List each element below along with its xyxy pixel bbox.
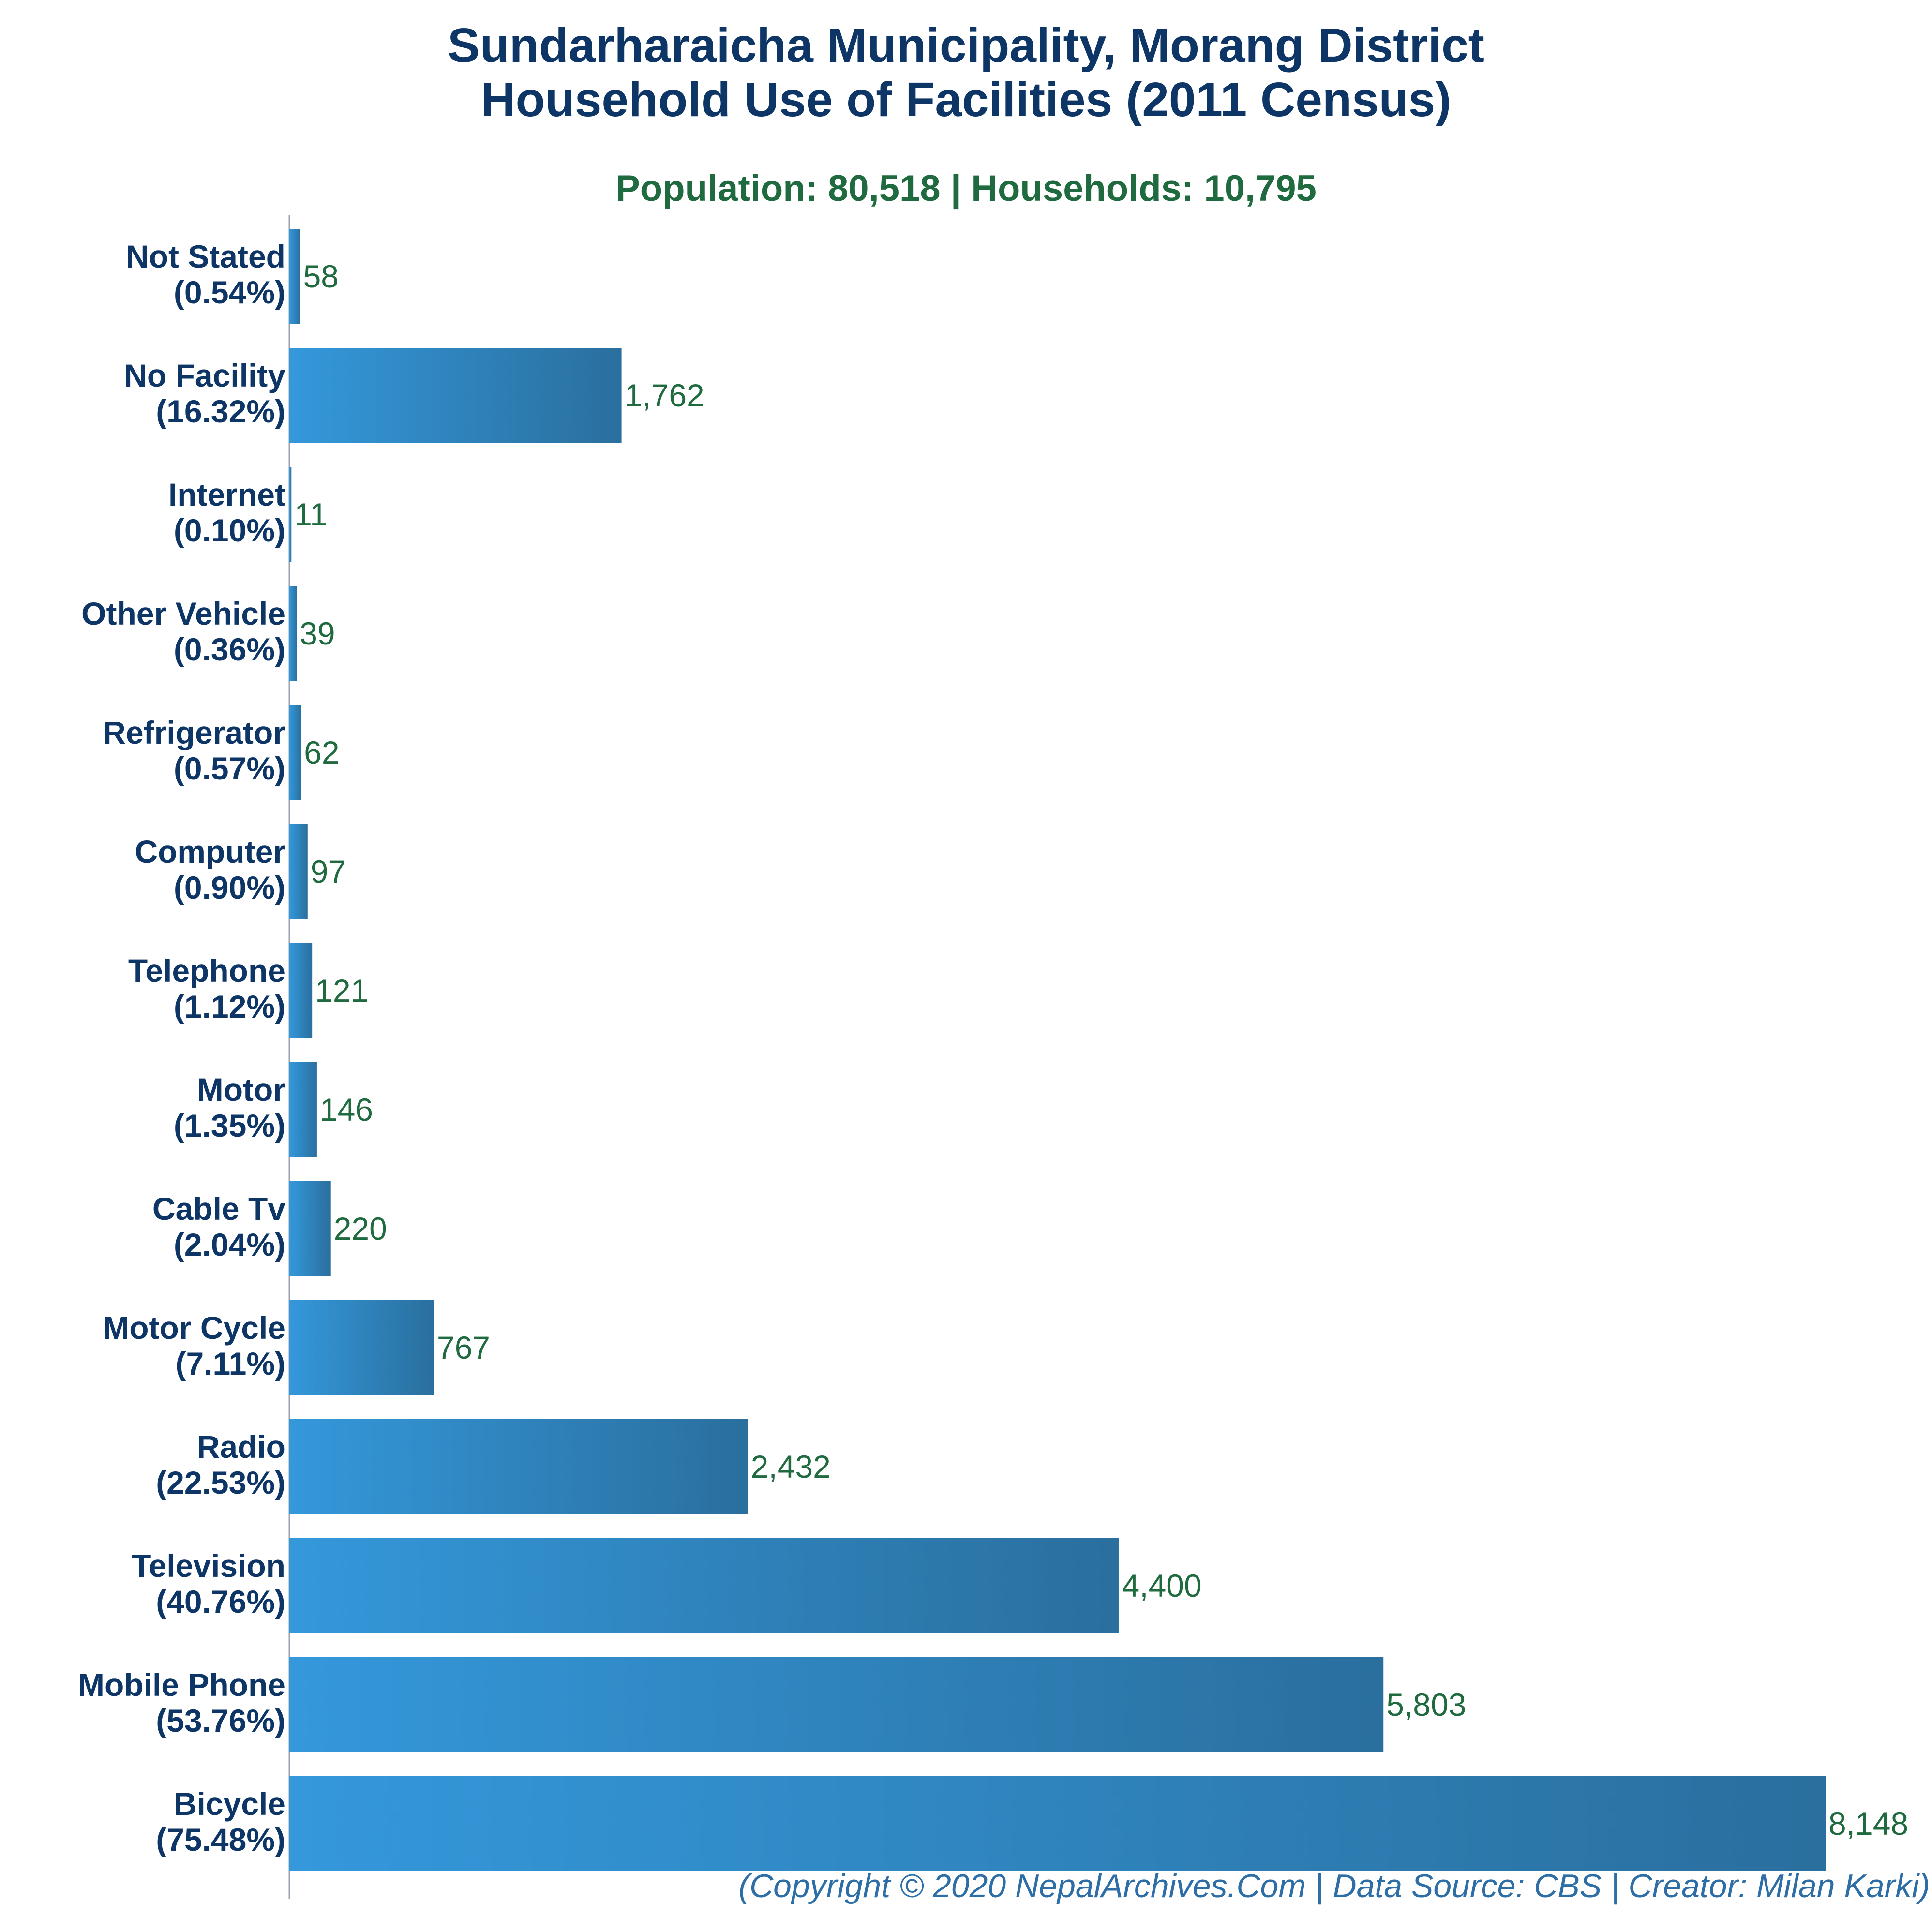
value-label-television: 4,400 <box>1122 1568 1202 1603</box>
percent-label-computer: (0.90%) <box>174 869 285 905</box>
category-label-television: Television <box>132 1548 285 1584</box>
bar-cable-tv <box>289 1181 331 1276</box>
category-label-motor-cycle: Motor Cycle <box>103 1310 285 1346</box>
percent-label-television: (40.76%) <box>156 1584 285 1619</box>
value-label-motor-cycle: 767 <box>437 1330 490 1365</box>
bar-refrigerator <box>289 705 301 800</box>
percent-label-cable-tv: (2.04%) <box>174 1227 285 1262</box>
chart-title-line-2: Household Use of Facilities (2011 Census… <box>480 73 1452 127</box>
bar-bicycle <box>289 1776 1826 1871</box>
percent-label-motor-cycle: (7.11%) <box>176 1346 285 1381</box>
category-label-not-stated: Not Stated <box>126 239 285 274</box>
percent-label-other-vehicle: (0.36%) <box>174 631 285 667</box>
category-label-cable-tv: Cable Tv <box>152 1191 285 1227</box>
category-label-bicycle: Bicycle <box>174 1786 285 1822</box>
value-label-refrigerator: 62 <box>304 734 339 770</box>
bar-motor-cycle <box>289 1300 434 1395</box>
value-label-radio: 2,432 <box>751 1449 831 1484</box>
chart-subtitle: Population: 80,518 | Households: 10,795 <box>615 168 1317 209</box>
category-label-internet: Internet <box>168 477 285 512</box>
bar-no-facility <box>289 348 622 443</box>
copyright-credit: (Copyright © 2020 NepalArchives.Com | Da… <box>738 1868 1930 1904</box>
chart-title-line-1: Sundarharaicha Municipality, Morang Dist… <box>448 18 1484 73</box>
percent-label-internet: (0.10%) <box>174 512 285 548</box>
value-label-bicycle: 8,148 <box>1828 1806 1908 1842</box>
bar-internet <box>289 467 292 562</box>
category-label-other-vehicle: Other Vehicle <box>81 596 285 631</box>
value-label-telephone: 121 <box>315 973 368 1008</box>
percent-label-motor: (1.35%) <box>174 1108 285 1143</box>
percent-label-mobile-phone: (53.76%) <box>156 1703 285 1738</box>
value-label-internet: 11 <box>294 496 328 532</box>
value-label-other-vehicle: 39 <box>300 615 335 651</box>
bar-telephone <box>289 943 313 1038</box>
bar-radio <box>289 1419 748 1514</box>
category-label-mobile-phone: Mobile Phone <box>78 1667 285 1703</box>
bar-mobile-phone <box>289 1657 1384 1752</box>
bar-other-vehicle <box>289 586 297 681</box>
value-label-mobile-phone: 5,803 <box>1386 1687 1466 1722</box>
value-label-not-stated: 58 <box>303 258 339 294</box>
percent-label-bicycle: (75.48%) <box>156 1822 285 1857</box>
percent-label-no-facility: (16.32%) <box>156 393 285 429</box>
percent-label-telephone: (1.12%) <box>174 988 285 1024</box>
bar-not-stated <box>289 229 300 324</box>
category-label-no-facility: No Facility <box>124 358 285 393</box>
value-label-cable-tv: 220 <box>334 1211 387 1246</box>
bar-television <box>289 1538 1119 1633</box>
category-label-computer: Computer <box>135 834 285 869</box>
value-label-computer: 97 <box>311 854 346 889</box>
percent-label-refrigerator: (0.57%) <box>174 750 285 786</box>
bar-motor <box>289 1062 317 1157</box>
percent-label-not-stated: (0.54%) <box>174 274 285 310</box>
category-label-motor: Motor <box>197 1072 285 1108</box>
category-label-radio: Radio <box>197 1429 285 1465</box>
bar-computer <box>289 824 308 919</box>
category-label-telephone: Telephone <box>128 953 285 988</box>
value-label-motor: 146 <box>320 1092 373 1127</box>
percent-label-radio: (22.53%) <box>156 1465 285 1500</box>
value-label-no-facility: 1,762 <box>625 377 704 413</box>
category-label-refrigerator: Refrigerator <box>103 715 285 750</box>
